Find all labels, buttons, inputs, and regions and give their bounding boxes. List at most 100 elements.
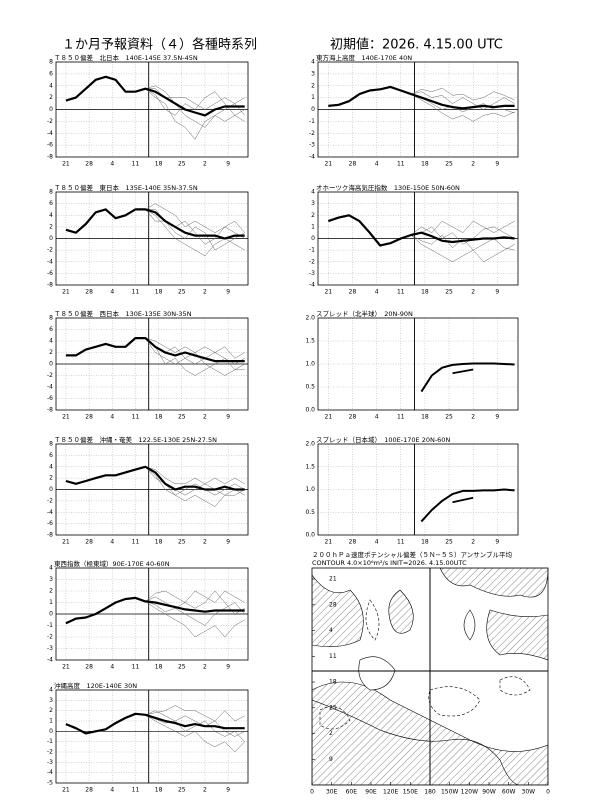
y-tick-label: -1 — [309, 118, 315, 125]
series-line — [65, 596, 245, 625]
panel-title: オホーツク海高気圧指数 130E-150E 50N-60N — [316, 183, 460, 192]
plot-frame — [55, 567, 249, 661]
x-tick-label: 180 — [424, 789, 436, 796]
series-line — [452, 368, 474, 375]
y-tick-label: 3 — [49, 576, 53, 583]
series-line — [420, 362, 515, 393]
y-tick-label: 0 — [49, 235, 53, 242]
y-tick-label: -1 — [47, 622, 53, 629]
y-tick-label: -2 — [47, 247, 53, 254]
x-tick-label: 21 — [325, 539, 333, 546]
y-tick-label: -2 — [309, 130, 315, 137]
panel-title: Ｔ８５０偏差 北日本 140E-145E 37.5N-45N — [54, 53, 198, 62]
y-tick-label: 4 — [49, 565, 53, 572]
y-tick-label: 2 — [49, 349, 53, 356]
y-tick-label: 0.0 — [305, 532, 315, 539]
plot-frame — [317, 61, 519, 158]
y-tick-label: 2 — [49, 588, 53, 595]
x-tick-label: 9 — [495, 539, 499, 546]
y-tick-label: -8 — [47, 154, 53, 161]
series-line — [145, 601, 245, 638]
y-tick-label: -6 — [47, 395, 53, 402]
y-tick-label: 4 — [49, 212, 53, 219]
series-line — [65, 337, 245, 363]
x-tick-label: 4 — [110, 539, 114, 546]
x-tick-label: 21 — [62, 539, 70, 546]
x-tick-label: 4 — [110, 414, 114, 421]
panel-title: スプレッド（北半球） 20N-90N — [316, 309, 413, 318]
y-tick-label: 1 — [49, 599, 53, 606]
y-tick-label: 1 — [311, 223, 315, 230]
map-title: ２００ｈＰａ速度ポテンシャル偏差（５Ｎ−５Ｓ）アンサンブル平均 — [312, 550, 512, 559]
x-tick-label: 11 — [132, 787, 140, 794]
series-line — [145, 203, 245, 233]
y-tick-label: 8 — [49, 59, 53, 66]
x-tick-label: 0 — [310, 789, 314, 796]
x-tick-label: 18 — [155, 414, 163, 421]
series-line — [410, 234, 515, 251]
x-tick-label: 28 — [85, 539, 93, 546]
series-line — [145, 714, 245, 742]
x-tick-label: 4 — [110, 289, 114, 296]
y-tick-label: 3 — [311, 70, 315, 77]
x-tick-label: 150E — [403, 789, 418, 796]
series-line — [145, 714, 245, 753]
x-tick-label: 25 — [445, 289, 453, 296]
x-tick-label: 2 — [203, 539, 207, 546]
series-line — [145, 466, 245, 485]
x-tick-label: 21 — [62, 414, 70, 421]
x-tick-label: 28 — [85, 289, 93, 296]
y-tick-label: 8 — [49, 189, 53, 196]
y-tick-label: 0.0 — [305, 407, 315, 414]
y-tick-label: 1.0 — [305, 486, 315, 493]
series-line — [410, 93, 515, 122]
x-tick-label: 9 — [226, 787, 230, 794]
x-tick-label: 9 — [226, 539, 230, 546]
series-line — [65, 75, 245, 117]
x-tick-label: 11 — [132, 414, 140, 421]
x-tick-label: 11 — [132, 289, 140, 296]
x-tick-label: 4 — [375, 539, 379, 546]
y-tick-label: 4 — [311, 59, 315, 66]
x-tick-label: 9 — [226, 161, 230, 168]
x-tick-label: 9 — [495, 414, 499, 421]
x-tick-label: 28 — [349, 289, 357, 296]
y-tick-label: -5 — [47, 780, 53, 787]
y-tick-label: 4 — [311, 189, 315, 196]
x-tick-label: 9 — [226, 289, 230, 296]
plot-frame — [317, 191, 519, 286]
series-line — [145, 88, 245, 140]
y-tick-label: 1.0 — [305, 361, 315, 368]
plot-frame — [55, 191, 249, 286]
x-tick-label: 25 — [445, 414, 453, 421]
x-tick-label: 28 — [349, 414, 357, 421]
series-line — [452, 496, 474, 504]
x-tick-label: 21 — [62, 787, 70, 794]
y-tick-label: -6 — [47, 270, 53, 277]
x-tick-label: 18 — [155, 664, 163, 671]
x-tick-label: 30E — [326, 789, 338, 796]
series-line — [411, 91, 515, 110]
x-tick-label: 150W — [441, 789, 458, 796]
y-tick-label: -4 — [47, 509, 53, 516]
x-tick-label: 120W — [461, 789, 478, 796]
series-line — [410, 234, 515, 263]
x-tick-label: 2 — [203, 161, 207, 168]
x-tick-label: 9 — [226, 664, 230, 671]
x-tick-label: 60E — [346, 789, 358, 796]
x-tick-label: 11 — [132, 161, 140, 168]
series-line — [145, 209, 245, 257]
plot-frame — [55, 443, 249, 536]
x-tick-label: 21 — [325, 414, 333, 421]
series-line — [65, 208, 245, 240]
y-tick-label: -4 — [47, 130, 53, 137]
series-line — [328, 85, 515, 110]
x-tick-label: 2 — [471, 539, 475, 546]
y-tick-label: -2 — [47, 749, 53, 756]
y-tick-label: 21 — [329, 576, 337, 583]
x-tick-label: 21 — [62, 161, 70, 168]
y-tick-label: 8 — [49, 315, 53, 322]
y-tick-label: -4 — [47, 258, 53, 265]
x-tick-label: 18 — [421, 161, 429, 168]
